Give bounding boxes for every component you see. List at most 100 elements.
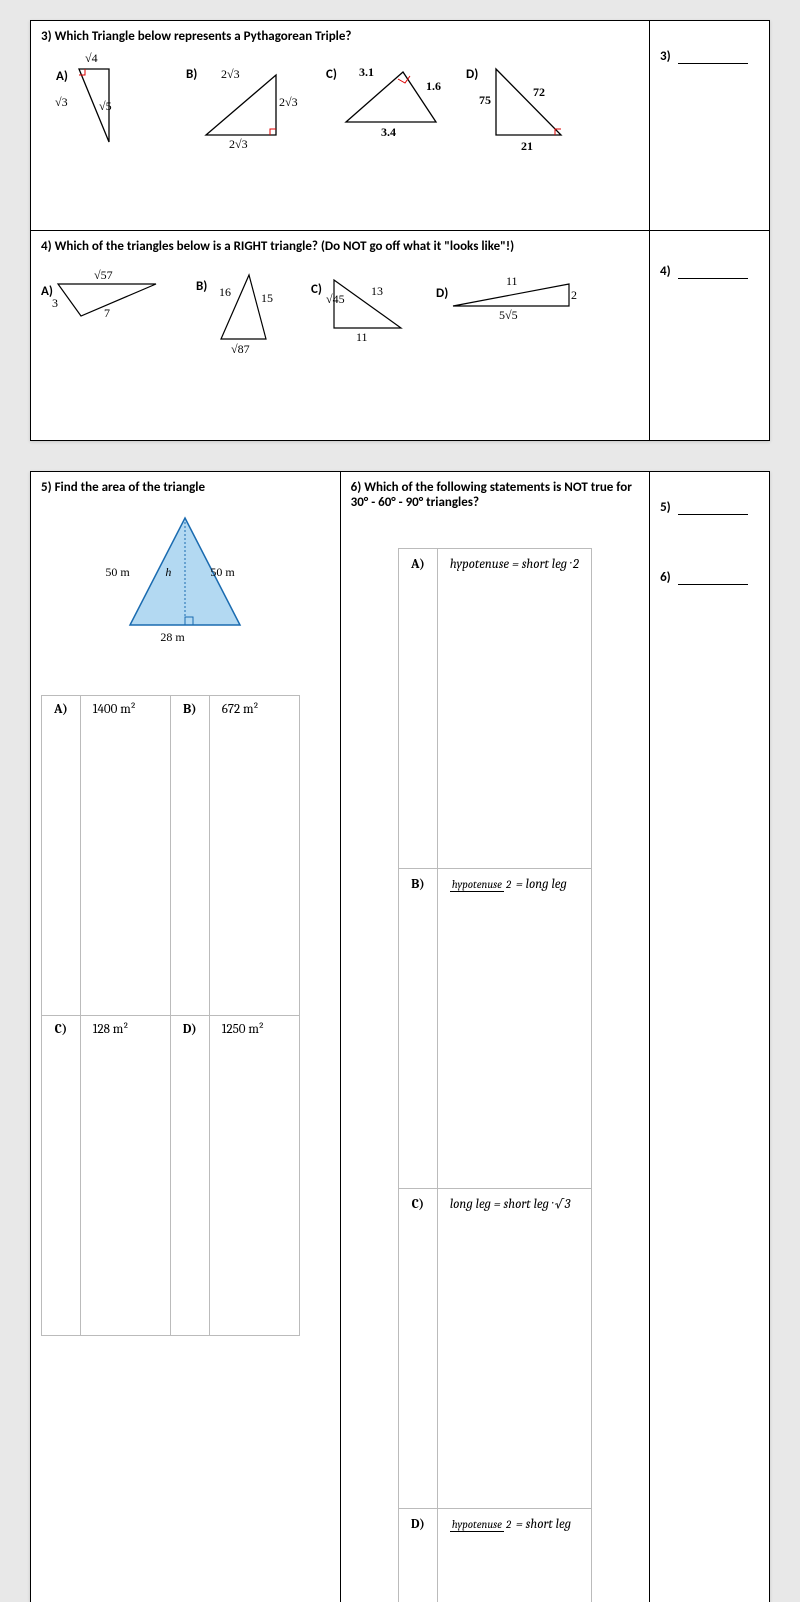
q6-choice-d: D) hypotenuse2 = short leg — [398, 1509, 591, 1602]
q5-choice-a-val: 1400 m² — [80, 696, 170, 1016]
q6-b-text: hypotenuse2 = long leg — [437, 869, 591, 1189]
q6-d-num: hypotenuse — [450, 1518, 504, 1532]
q6-prompt: 6) Which of the following statements is … — [351, 480, 639, 510]
q6-b-key: B) — [398, 869, 437, 1189]
q5-height: h — [165, 565, 171, 580]
q6-d-key: D) — [398, 1509, 437, 1602]
q6-choice-c: C) long leg = short leg · √3 — [398, 1189, 591, 1509]
q4-b-label: B) — [196, 279, 207, 294]
q6-c-text: long leg = short leg · √3 — [437, 1189, 591, 1509]
q5-left-side: 50 m — [105, 565, 129, 580]
q3-b-triangle — [191, 57, 291, 147]
q3-option-c: C) 3.1 1.6 3.4 — [331, 57, 451, 141]
q3-option-b: B) 2√3 2√3 2√3 — [191, 57, 291, 151]
q6-choice-b: B) hypotenuse2 = long leg — [398, 869, 591, 1189]
q3-answer-cell: 3) — [650, 21, 770, 231]
q6-answer-label: 6) — [660, 570, 671, 585]
q4-c-left: √45 — [326, 292, 345, 307]
q3-a-label: A) — [56, 69, 68, 84]
q3-a-left: √3 — [55, 95, 68, 110]
q4-answer-cell: 4) — [650, 231, 770, 441]
q3-option-d: D) 75 72 21 — [471, 57, 581, 151]
q5-right-side: 50 m — [210, 565, 234, 580]
q3-d-label: D) — [466, 67, 478, 82]
q4-cell: 4) Which of the triangles below is a RIG… — [31, 231, 650, 441]
q4-answer-blank[interactable] — [678, 278, 748, 279]
q5-choice-c-key: C) — [42, 1016, 81, 1336]
q5-choice-d-val: 1250 m² — [209, 1016, 299, 1336]
q5-choice-b-key: B) — [170, 696, 209, 1016]
q4-b-right: 15 — [261, 291, 273, 306]
q4-c-base: 11 — [356, 330, 368, 345]
q6-c-key: C) — [398, 1189, 437, 1509]
q3-answer-label: 3) — [660, 49, 671, 64]
q4-prompt: 4) Which of the triangles below is a RIG… — [41, 239, 639, 254]
q4-d-top: 11 — [506, 274, 518, 289]
q3-option-a: A) √4 √3 √5 — [61, 57, 131, 151]
q6-b-den: 2 — [504, 878, 513, 891]
q5-answer-blank[interactable] — [678, 514, 748, 515]
q3-a-hyp: √5 — [99, 99, 112, 114]
q3-prompt: 3) Which Triangle below represents a Pyt… — [41, 29, 639, 44]
q3-row: 3) Which Triangle below represents a Pyt… — [31, 21, 770, 231]
page-2: 5) Find the area of the triangle 50 m 50… — [30, 471, 770, 1602]
q4-answer-label: 4) — [660, 264, 671, 279]
q5-choice-c-val: 128 m² — [80, 1016, 170, 1336]
q4-d-base: 5√5 — [499, 308, 518, 323]
q4-d-label: D) — [436, 286, 448, 301]
q4-a-top: √57 — [94, 268, 113, 283]
q3-b-right: 2√3 — [279, 95, 298, 110]
q5-choice-d-key: D) — [170, 1016, 209, 1336]
q6-a-text: hypotenuse = short leg · 2 — [437, 549, 591, 869]
q5-answer-label: 5) — [660, 500, 671, 515]
worksheet-table-2: 5) Find the area of the triangle 50 m 50… — [30, 471, 770, 1602]
q5-base: 28 m — [160, 630, 184, 645]
q3-b-top: 2√3 — [221, 67, 240, 82]
q5-cell: 5) Find the area of the triangle 50 m 50… — [31, 472, 341, 1602]
q3-c-label: C) — [326, 67, 337, 82]
q4-option-d: D) 11 2 5√5 — [441, 274, 581, 328]
q3-c-right: 1.6 — [426, 79, 441, 94]
q4-option-b: B) 16 15 √87 — [201, 267, 286, 356]
q6-d-text: hypotenuse2 = short leg — [437, 1509, 591, 1602]
q6-b-rest: = long leg — [513, 877, 567, 892]
q4-triangles: A) √57 3 7 B) 16 15 √87 C) — [41, 262, 639, 372]
q3-a-top: √4 — [85, 51, 98, 66]
q3-d-right: 72 — [533, 85, 545, 100]
q5-prompt: 5) Find the area of the triangle — [41, 480, 330, 495]
q5-q6-row: 5) Find the area of the triangle 50 m 50… — [31, 472, 770, 1602]
q4-c-label: C) — [311, 282, 322, 297]
q4-d-right: 2 — [571, 288, 577, 303]
q3-a-triangle — [61, 57, 131, 147]
q6-b-num: hypotenuse — [450, 878, 504, 892]
page-1: 3) Which Triangle below represents a Pyt… — [30, 20, 770, 441]
q5-choices-table: A) 1400 m² B) 672 m² C) 128 m² D) 1250 m… — [41, 695, 300, 1336]
q5-choice-a-key: A) — [42, 696, 81, 1016]
q6-d-rest: = short leg — [513, 1517, 571, 1532]
q3-answer-blank[interactable] — [678, 63, 748, 64]
q5-q6-answer-cell: 5) 6) — [650, 472, 770, 1602]
q5-choice-row-2: C) 128 m² D) 1250 m² — [42, 1016, 300, 1336]
q4-c-hyp: 13 — [371, 284, 383, 299]
q6-choice-a: A) hypotenuse = short leg · 2 — [398, 549, 591, 869]
q3-b-base: 2√3 — [229, 137, 248, 152]
q3-triangles: A) √4 √3 √5 B) 2√3 2√3 2√3 — [41, 52, 639, 182]
q5-triangle-figure: 50 m 50 m h 28 m — [95, 510, 275, 640]
q6-a-key: A) — [398, 549, 437, 869]
q4-a-base: 7 — [104, 306, 110, 321]
q6-choices-table: A) hypotenuse = short leg · 2 B) hypoten… — [398, 548, 592, 1602]
q4-option-c: C) √45 13 11 — [316, 270, 411, 344]
q3-d-base: 21 — [521, 139, 533, 154]
q4-option-a: A) √57 3 7 — [46, 274, 166, 328]
q4-row: 4) Which of the triangles below is a RIG… — [31, 231, 770, 441]
q5-choice-row-1: A) 1400 m² B) 672 m² — [42, 696, 300, 1016]
q3-c-base: 3.4 — [381, 125, 396, 140]
q4-a-left: 3 — [52, 296, 58, 311]
q4-b-triangle — [201, 267, 286, 352]
q5-choice-b-val: 672 m² — [209, 696, 299, 1016]
q4-b-left: 16 — [219, 285, 231, 300]
q4-b-base: √87 — [231, 342, 250, 357]
q6-answer-blank[interactable] — [678, 584, 748, 585]
q3-b-label: B) — [186, 67, 197, 82]
worksheet-table-1: 3) Which Triangle below represents a Pyt… — [30, 20, 770, 441]
